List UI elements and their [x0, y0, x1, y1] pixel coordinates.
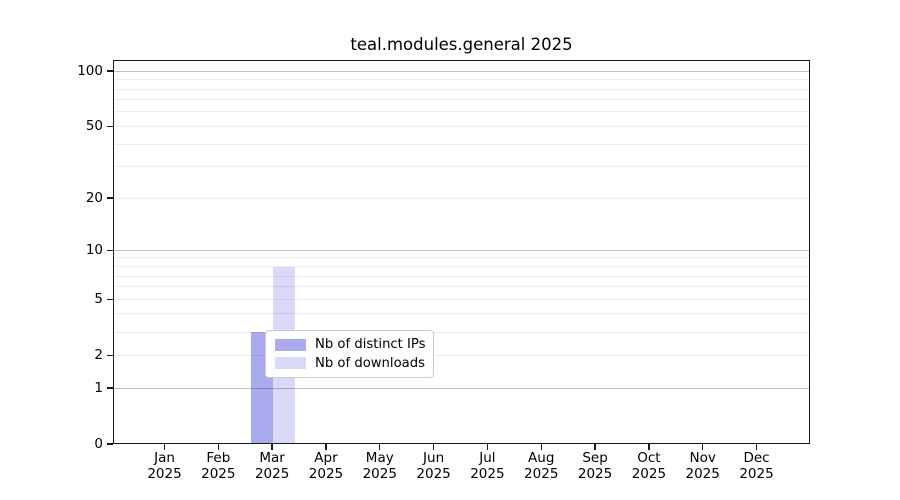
- x-axis-tick-label: Nov 2025: [671, 450, 735, 482]
- x-tick-year: 2025: [254, 465, 290, 482]
- gridline-minor: [114, 275, 809, 277]
- x-tick-year: 2025: [739, 465, 774, 482]
- legend-entry: Nb of distinct IPs: [275, 337, 426, 353]
- y-axis-tick-label: 0: [94, 436, 103, 452]
- x-axis-tick-label: May 2025: [348, 450, 412, 482]
- x-axis-tick: [217, 444, 219, 450]
- gridline-minor: [114, 79, 809, 81]
- x-axis-tick-label: Apr 2025: [294, 450, 358, 482]
- x-tick-year: 2025: [362, 465, 397, 482]
- x-axis-tick: [540, 444, 542, 450]
- x-axis-tick: [594, 444, 596, 450]
- x-axis-tick: [325, 444, 327, 450]
- gridline-minor: [114, 298, 809, 300]
- gridline-minor: [114, 88, 809, 90]
- x-axis-tick-label: Aug 2025: [509, 450, 573, 482]
- x-tick-year: 2025: [631, 465, 667, 482]
- x-axis-tick: [486, 444, 489, 450]
- x-tick-month: Mar: [259, 450, 285, 466]
- x-axis-tick: [648, 444, 650, 450]
- gridline-minor: [114, 125, 809, 127]
- x-axis-tick-label: Mar 2025: [240, 450, 304, 482]
- x-axis-tick: [379, 444, 381, 450]
- gridline-minor: [114, 197, 809, 199]
- x-axis-tick-label: Jul 2025: [455, 450, 519, 482]
- x-tick-month: Jan: [154, 450, 175, 466]
- x-tick-year: 2025: [201, 465, 236, 482]
- y-axis-tick-label: 10: [85, 242, 103, 259]
- legend-swatch: [275, 357, 306, 370]
- y-axis-tick-label: 50: [85, 118, 103, 135]
- y-axis-tick: [107, 298, 113, 300]
- x-tick-month: Feb: [206, 450, 231, 466]
- x-tick-month: Oct: [637, 450, 661, 466]
- x-tick-month: Jul: [479, 450, 496, 466]
- x-tick-year: 2025: [470, 465, 505, 482]
- x-tick-month: Aug: [528, 450, 555, 466]
- gridline-major: [114, 387, 809, 389]
- legend-label: Nb of distinct IPs: [315, 337, 426, 353]
- x-tick-month: Jun: [423, 450, 445, 466]
- y-axis-tick: [107, 70, 113, 72]
- gridline-minor: [114, 266, 809, 267]
- y-axis-tick: [107, 443, 113, 445]
- x-axis-tick-label: Oct 2025: [617, 450, 681, 482]
- x-tick-year: 2025: [147, 465, 182, 482]
- x-tick-month: Dec: [743, 450, 770, 466]
- x-axis-tick: [163, 444, 166, 450]
- y-axis-tick: [107, 125, 113, 128]
- x-tick-year: 2025: [577, 465, 613, 482]
- x-axis-tick-label: Jan 2025: [133, 450, 197, 482]
- gridline-minor: [114, 111, 809, 113]
- chart-title: teal.modules.general 2025: [350, 35, 573, 54]
- x-tick-year: 2025: [524, 465, 559, 482]
- y-axis-tick-label: 5: [94, 291, 103, 308]
- gridline-minor: [114, 354, 809, 356]
- gridline-minor: [114, 257, 809, 259]
- x-tick-month: Nov: [689, 450, 716, 466]
- y-axis-tick: [107, 197, 113, 199]
- y-axis-tick: [107, 354, 113, 356]
- y-axis-tick-label: 20: [85, 190, 103, 207]
- y-axis-tick: [107, 387, 113, 389]
- plot-area: 0 1 2 5 10 20 50 100 Jan 2025 Feb 2025 Mar 2025 Apr 202…: [77, 60, 810, 481]
- x-axis-tick-label: Sep 2025: [563, 450, 627, 482]
- y-axis-tick-label: 100: [77, 63, 103, 80]
- y-axis-tick-label: 1: [94, 380, 103, 396]
- x-axis-tick-label: Feb 2025: [186, 450, 250, 482]
- x-tick-year: 2025: [416, 465, 451, 482]
- legend-label: Nb of downloads: [315, 355, 425, 371]
- gridline-major: [114, 70, 809, 72]
- gridline-major: [114, 249, 809, 251]
- x-axis-tick: [271, 444, 273, 450]
- x-axis-tick: [702, 444, 704, 450]
- legend: Nb of distinct IPs Nb of downloads: [265, 330, 434, 378]
- x-axis-tick: [755, 444, 758, 450]
- legend-swatch: [275, 338, 306, 351]
- x-tick-month: May: [365, 450, 394, 466]
- x-axis-tick-label: Jun 2025: [402, 450, 466, 482]
- x-axis-tick: [432, 444, 435, 450]
- x-axis-tick-label: Dec 2025: [725, 450, 789, 482]
- axes-border: [113, 60, 810, 444]
- gridline-minor: [114, 313, 809, 315]
- gridline-minor: [114, 99, 809, 101]
- y-axis-tick: [107, 249, 113, 251]
- gridline-minor: [114, 331, 809, 333]
- legend-entry: Nb of downloads: [275, 355, 425, 371]
- gridline-minor: [114, 286, 809, 288]
- gridline-minor: [114, 166, 809, 168]
- x-tick-month: Sep: [582, 450, 608, 466]
- x-tick-month: Apr: [314, 450, 338, 466]
- gridline-minor: [114, 143, 809, 145]
- x-tick-year: 2025: [685, 465, 720, 482]
- x-tick-year: 2025: [308, 465, 344, 482]
- y-axis-tick-label: 2: [94, 347, 103, 364]
